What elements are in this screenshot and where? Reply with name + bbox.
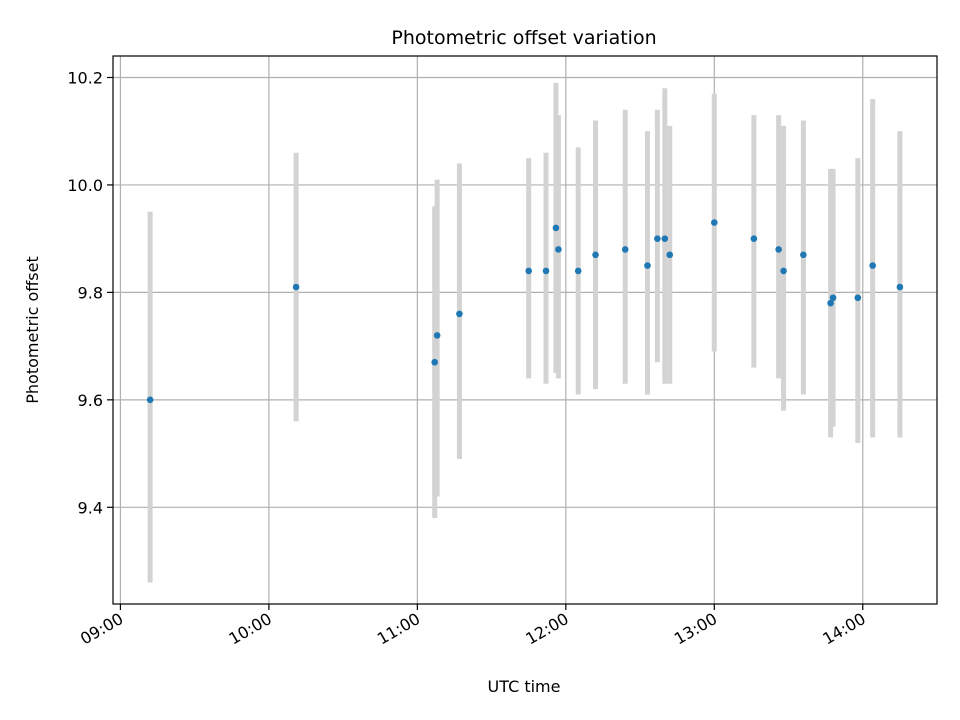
data-point-24: [869, 262, 876, 269]
data-point-12: [644, 262, 651, 269]
data-point-14: [661, 235, 669, 242]
y-axis-ticks: 9.4 9.6 9.8 10.0 10.2: [67, 68, 113, 517]
data-point-13: [654, 235, 661, 242]
plot-frame: [112, 55, 938, 605]
y-tick-label-1: 9.6: [78, 391, 103, 410]
y-tick-label-0: 9.4: [78, 498, 103, 517]
data-point-3: [433, 332, 441, 339]
data-point-25: [896, 283, 904, 291]
data-point-5: [525, 267, 533, 275]
x-tick-label-5: 14:00: [819, 609, 868, 649]
data-point-19: [780, 267, 787, 275]
x-tick-label-3: 12:00: [522, 609, 571, 649]
data-point-18: [775, 246, 782, 253]
data-point-9: [574, 267, 582, 275]
data-points: [146, 219, 904, 404]
data-point-16: [710, 219, 718, 226]
data-point-0: [146, 396, 154, 404]
data-point-23: [854, 294, 862, 302]
data-point-22: [829, 294, 837, 302]
x-axis-ticks: 09:00 10:00 11:00 12:00 13:00 14:00: [77, 604, 869, 649]
y-tick-label-3: 10.0: [67, 176, 103, 195]
data-point-21: [827, 299, 834, 307]
x-tick-label-2: 11:00: [374, 609, 423, 649]
data-point-1: [292, 283, 300, 291]
x-tick-label-0: 09:00: [77, 609, 126, 649]
x-tick-label-4: 13:00: [671, 609, 720, 649]
data-point-17: [750, 235, 758, 242]
data-point-4: [456, 310, 463, 318]
x-tick-label-1: 10:00: [225, 609, 274, 649]
x-axis-label: UTC time: [488, 677, 561, 696]
data-point-6: [542, 267, 550, 275]
data-point-8: [555, 246, 562, 253]
y-tick-label-2: 9.8: [78, 283, 103, 302]
data-point-7: [552, 224, 560, 232]
data-point-11: [621, 246, 629, 253]
chart-title: Photometric offset variation: [391, 27, 656, 49]
grid-lines: [113, 56, 937, 604]
y-tick-label-4: 10.2: [67, 68, 103, 87]
data-point-20: [800, 251, 807, 259]
data-point-2: [431, 358, 438, 366]
data-point-10: [592, 251, 599, 259]
data-point-15: [666, 251, 674, 259]
y-axis-label: Photometric offset: [23, 256, 42, 404]
